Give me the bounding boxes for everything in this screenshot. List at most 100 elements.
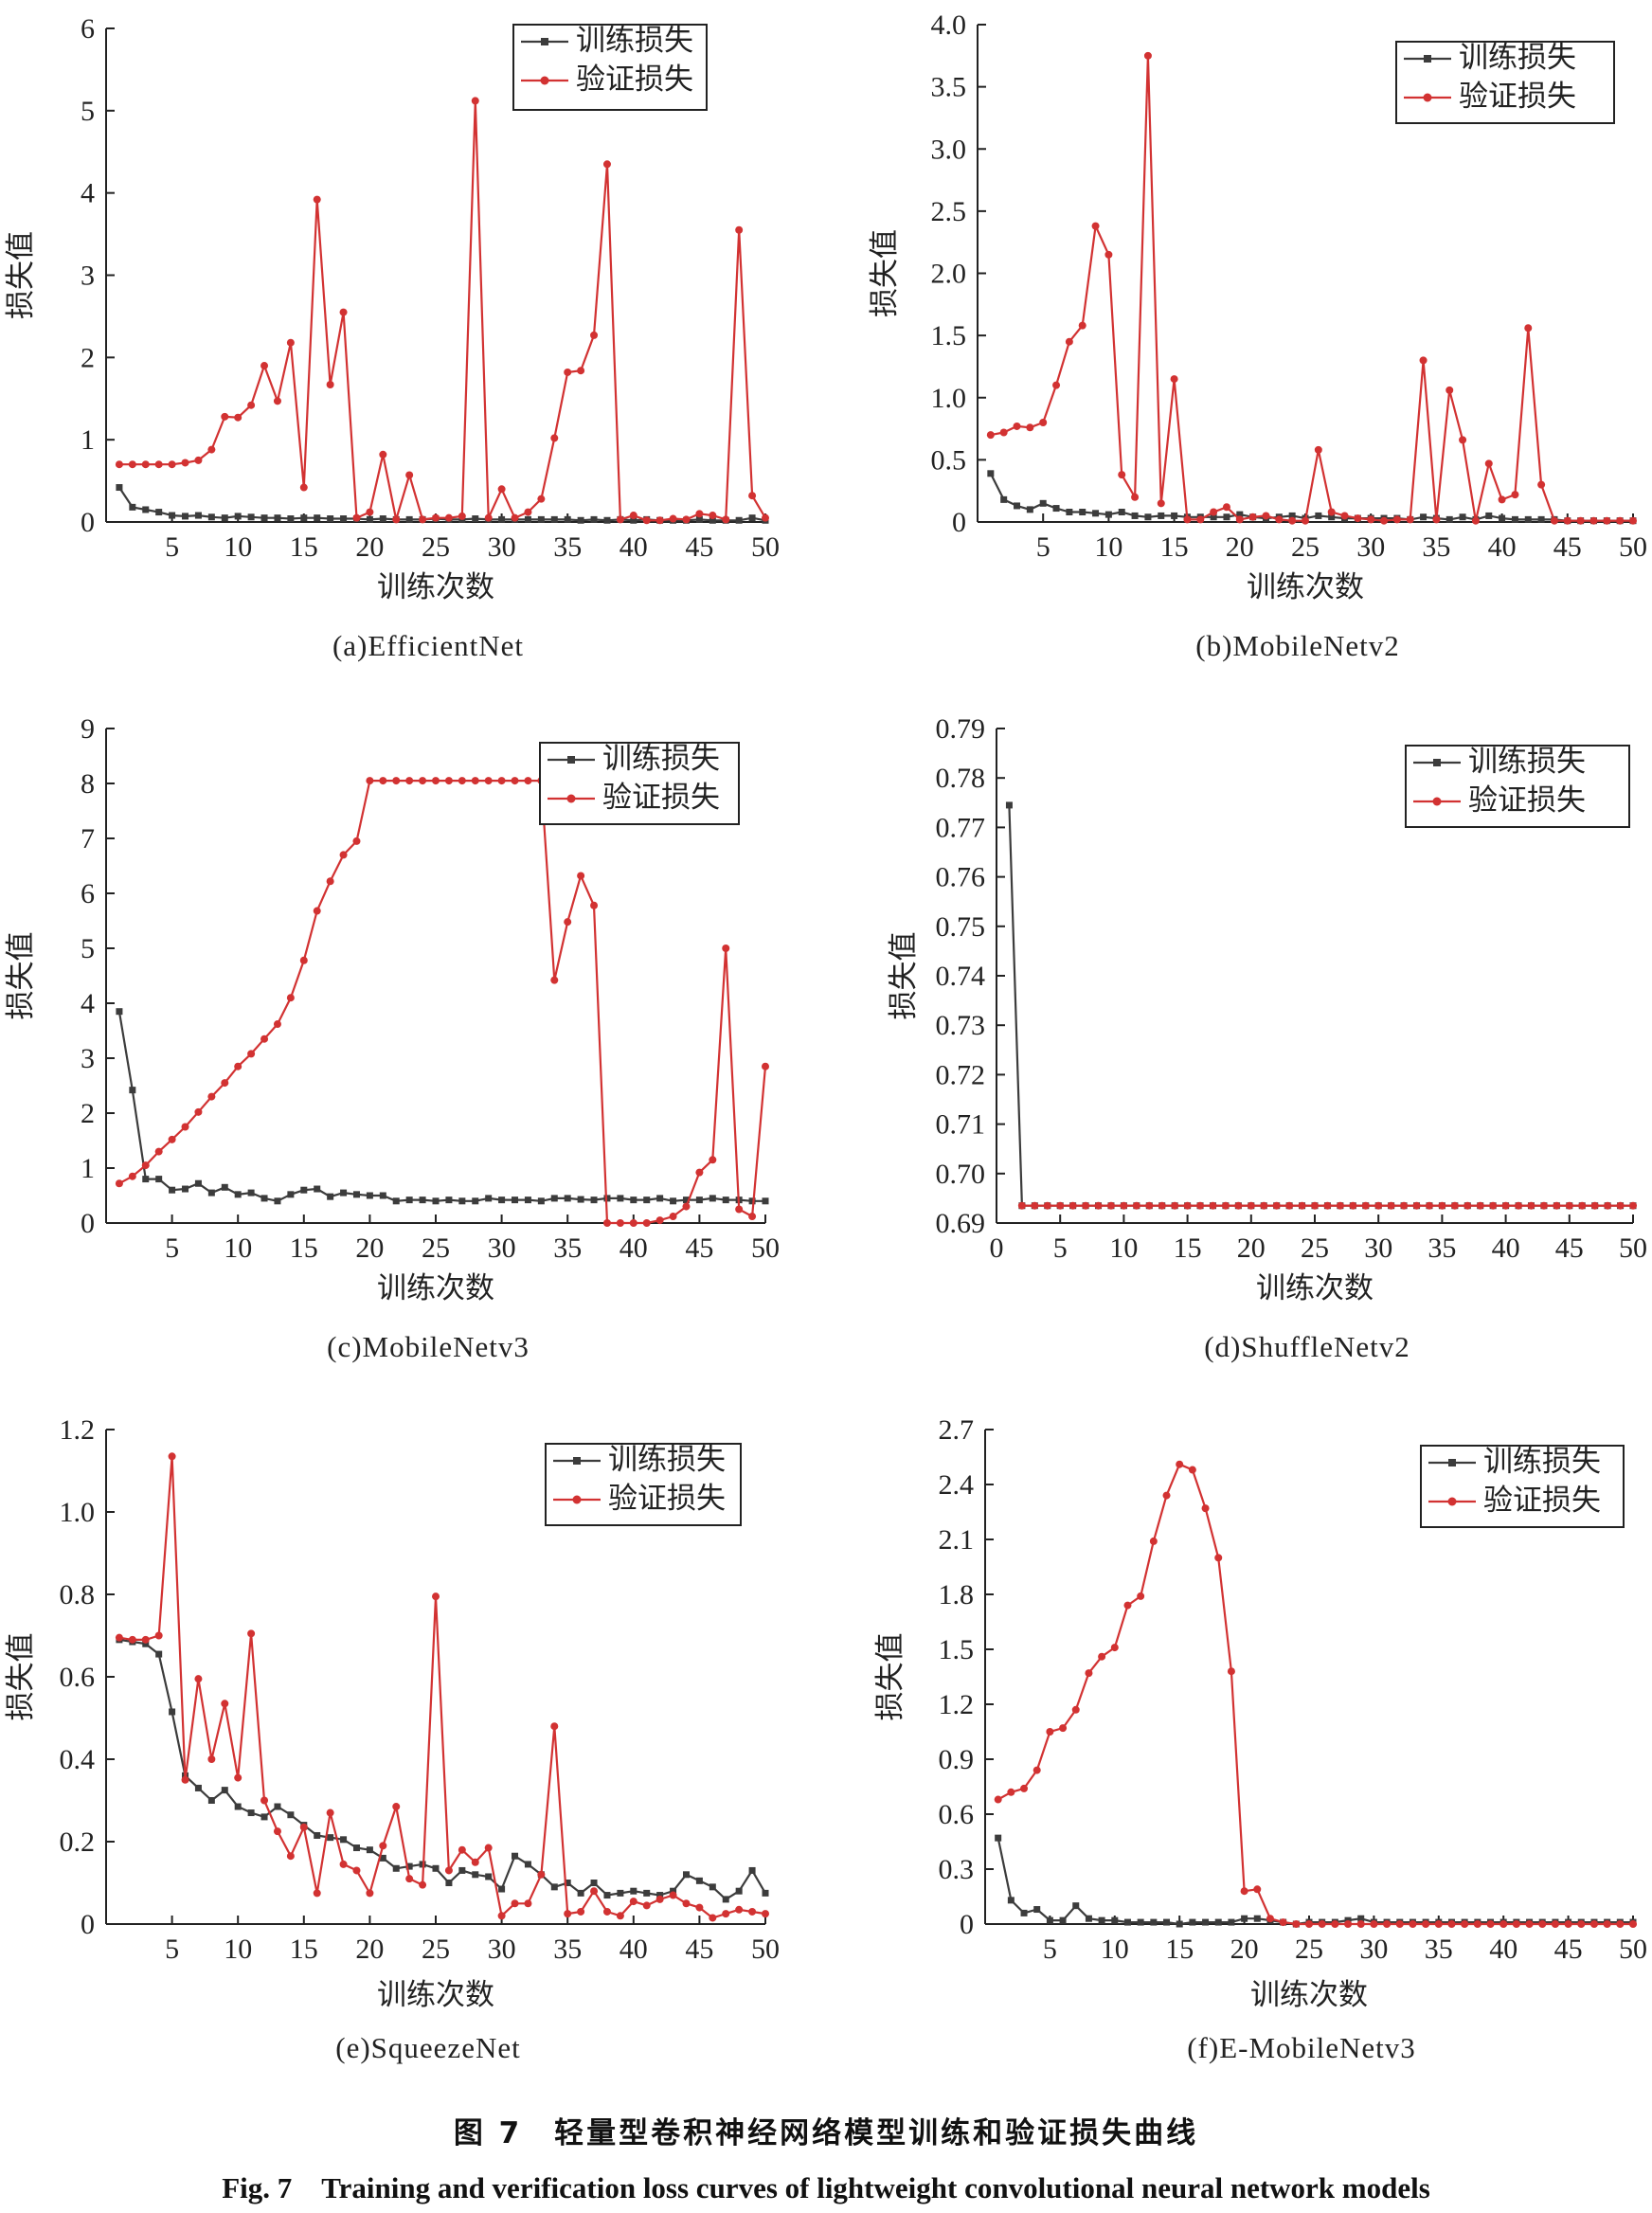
y-tick-label: 4.0 [931, 9, 967, 41]
x-tick-label: 20 [355, 1934, 384, 1965]
train-loss-line [117, 486, 766, 522]
y-tick-label: 1.5 [939, 1634, 975, 1665]
train-loss-point [656, 1892, 664, 1899]
val-loss-point [432, 513, 440, 522]
x-tick-label: 50 [1619, 531, 1647, 563]
train-loss-point [1104, 511, 1112, 518]
x-tick-label: 10 [224, 531, 252, 563]
train-loss-point [340, 1836, 348, 1844]
x-axis-title: 训练次数 [377, 1271, 494, 1305]
val-loss-point [1577, 1920, 1586, 1928]
train-loss-point [1014, 502, 1021, 510]
val-loss-point [141, 1635, 150, 1644]
val-loss-point [1183, 515, 1192, 524]
val-loss-point [273, 397, 281, 405]
train-loss-point [1176, 1920, 1183, 1928]
val-loss-point [709, 1156, 717, 1164]
y-tick-label: 0.4 [60, 1744, 96, 1775]
val-loss-point [1110, 1644, 1119, 1652]
train-loss-point [577, 1889, 584, 1897]
val-loss-point [709, 1914, 717, 1922]
val-loss-point [432, 1592, 440, 1601]
val-loss-point [247, 401, 256, 409]
val-loss-point [1564, 1920, 1572, 1928]
val-loss-point [299, 1823, 308, 1831]
val-loss-point [366, 777, 374, 785]
val-loss-point [682, 515, 691, 524]
val-loss-point [379, 1842, 387, 1850]
y-tick-label: 1.5 [931, 320, 967, 351]
chart-panel-squeezenet: 0 0.2 0.4 0.6 0.8 1.0 1.2 5 10 15 20 25 30 35 40 45 50 训练… [0, 1402, 826, 2103]
train-loss-point [564, 1880, 571, 1886]
y-tick-label: 9 [81, 713, 95, 745]
x-tick-label: 40 [1492, 1232, 1520, 1264]
val-loss-point [602, 1219, 611, 1227]
val-loss-point [234, 413, 242, 422]
train-loss-point [603, 516, 611, 524]
val-loss-point [616, 1912, 624, 1920]
x-tick-label: 5 [165, 1934, 179, 1965]
train-loss-point [129, 1087, 136, 1094]
train-loss-point [287, 1191, 295, 1198]
val-loss-point [181, 1775, 189, 1784]
train-loss-point [419, 1196, 426, 1204]
train-loss-point [748, 514, 756, 522]
x-tick-label: 20 [355, 1232, 384, 1264]
y-tick-label: 0.9 [939, 1744, 975, 1775]
val-loss-point [669, 1891, 677, 1899]
y-tick-label: 6 [81, 13, 95, 45]
y-tick-label: 0.77 [936, 812, 986, 843]
val-loss-point [695, 1168, 704, 1177]
val-loss-point [511, 1899, 519, 1908]
val-loss-point [1272, 1201, 1281, 1210]
val-loss-point [748, 492, 757, 500]
legend-train-marker [1433, 759, 1441, 766]
val-loss-point [115, 460, 123, 469]
val-loss-point [1409, 1920, 1417, 1928]
subfigure-caption: (c)MobileNetv3 [327, 1330, 530, 1363]
val-loss-point [419, 1880, 427, 1889]
train-loss-point [512, 1196, 519, 1204]
val-loss-point [1149, 1537, 1158, 1545]
val-loss-point [1183, 1201, 1192, 1210]
val-loss-point [115, 1179, 123, 1188]
val-loss-point [1201, 1504, 1210, 1513]
val-loss-point [168, 460, 176, 469]
train-loss-point [340, 515, 348, 523]
legend-val-marker [540, 76, 549, 85]
train-loss-point [116, 1008, 123, 1016]
x-tick-label: 30 [1359, 1934, 1388, 1965]
val-loss-point [260, 1796, 269, 1805]
val-loss-point [602, 1907, 611, 1916]
x-tick-label: 45 [685, 1934, 713, 1965]
val-loss-point [695, 1903, 704, 1912]
val-loss-point [1590, 1201, 1599, 1210]
y-axis-title: 损失值 [4, 231, 38, 319]
val-loss-point [1196, 1201, 1205, 1210]
val-loss-point [1551, 1920, 1559, 1928]
train-loss-line [118, 1638, 766, 1901]
val-loss-point [154, 460, 163, 469]
y-tick-label: 3 [81, 1043, 95, 1074]
val-loss-point [1091, 222, 1100, 230]
y-axis-title: 损失值 [4, 932, 38, 1020]
val-loss-point [642, 516, 651, 525]
val-loss-point [1629, 1201, 1637, 1210]
val-loss-point [564, 1910, 572, 1918]
train-loss-point [1026, 506, 1033, 513]
val-loss-point [1071, 1705, 1080, 1714]
legend-val-label: 验证损失 [576, 63, 693, 97]
x-tick-label: 15 [1165, 1934, 1194, 1965]
val-loss-point [1422, 1920, 1430, 1928]
x-tick-label: 10 [1094, 531, 1122, 563]
y-tick-label: 1 [81, 424, 95, 456]
val-loss-point [128, 460, 136, 469]
train-loss-point [1092, 510, 1100, 517]
train-loss-point [274, 514, 281, 522]
val-loss-point [524, 777, 532, 785]
y-tick-label: 1.2 [939, 1689, 975, 1720]
train-loss-point [1420, 513, 1428, 521]
val-loss-point [1565, 1201, 1573, 1210]
val-loss-point [1471, 516, 1480, 525]
